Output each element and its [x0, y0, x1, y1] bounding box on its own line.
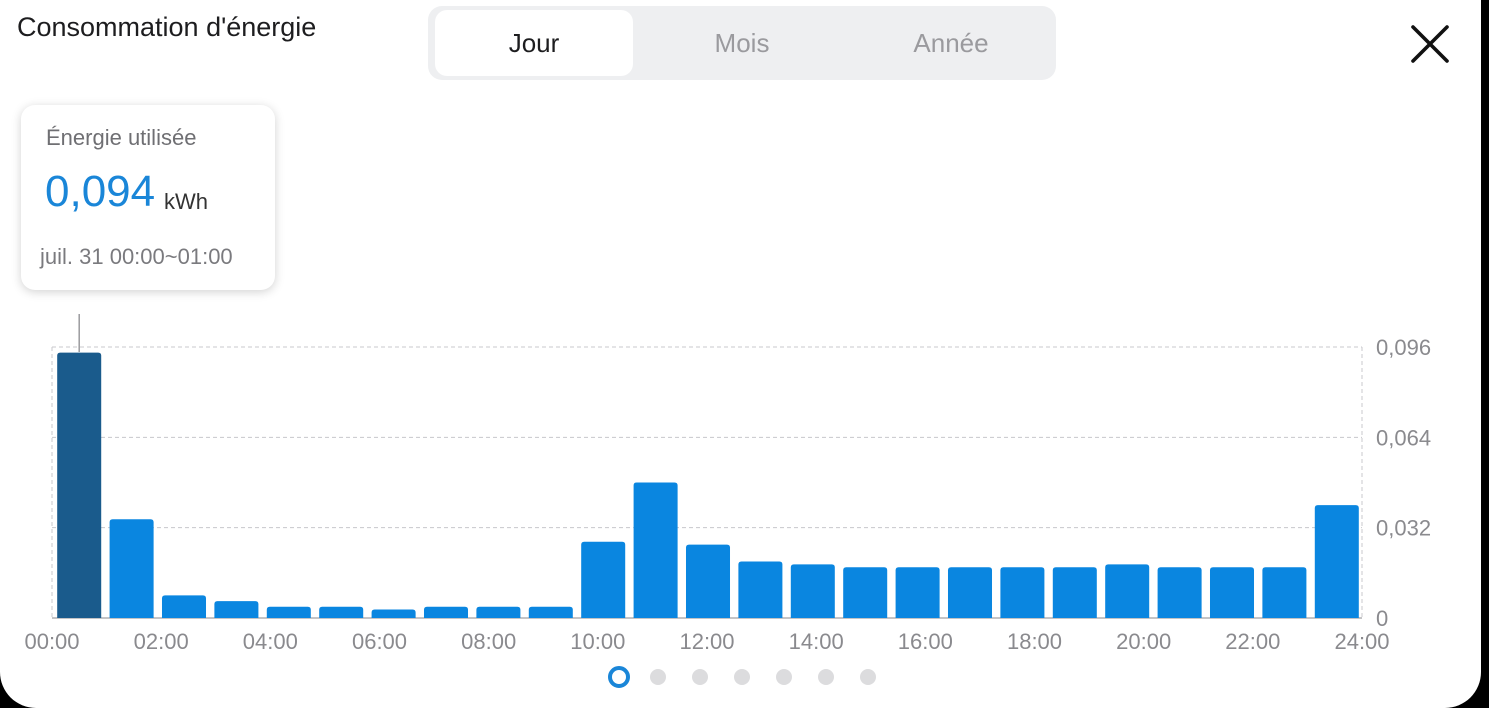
chart-bar	[528, 606, 573, 618]
chart-bar	[843, 567, 888, 618]
chart-bar	[790, 564, 835, 618]
x-tick-label: 10:00	[570, 629, 625, 654]
chart-bar	[947, 567, 993, 618]
chart-bar	[1157, 567, 1202, 618]
x-tick-label: 12:00	[679, 629, 734, 654]
energy-tooltip: Énergie utilisée 0,094 kWh juil. 31 00:0…	[21, 105, 275, 290]
chart-bar	[319, 606, 364, 618]
tooltip-label: Énergie utilisée	[46, 125, 197, 150]
chart-bar	[371, 609, 416, 618]
chart-bar	[476, 606, 521, 618]
chart-bar	[57, 352, 102, 618]
x-tick-label: 18:00	[1007, 629, 1062, 654]
x-tick-label: 22:00	[1225, 629, 1280, 654]
page-dot[interactable]	[608, 666, 630, 688]
y-tick-label: 0	[1376, 606, 1388, 631]
period-selector: Jour Mois Année	[428, 6, 1056, 80]
x-tick-label: 14:00	[789, 629, 844, 654]
chart-bar	[161, 595, 207, 618]
chart-bar	[581, 541, 626, 618]
chart-bar	[266, 606, 311, 618]
page-title: Consommation d'énergie	[17, 12, 317, 42]
chart-bar	[1105, 564, 1150, 618]
tab-month[interactable]: Mois	[714, 27, 770, 58]
page-dot[interactable]	[650, 669, 666, 685]
x-tick-label: 24:00	[1334, 629, 1389, 654]
x-tick-label: 06:00	[352, 629, 407, 654]
y-tick-label: 0,064	[1376, 425, 1431, 450]
chart-bar	[685, 544, 731, 618]
chart-bar	[1314, 505, 1359, 618]
x-tick-label: 04:00	[243, 629, 298, 654]
chart-bar	[738, 561, 783, 618]
chart-bar	[1262, 567, 1307, 618]
chart-bar	[423, 606, 469, 618]
y-tick-label: 0,032	[1376, 516, 1431, 541]
page-dot[interactable]	[818, 669, 834, 685]
x-tick-label: 08:00	[461, 629, 516, 654]
page-dot[interactable]	[692, 669, 708, 685]
chart-bar	[1209, 567, 1255, 618]
chart-bar	[633, 482, 678, 618]
x-tick-label: 00:00	[24, 629, 79, 654]
page-dot[interactable]	[776, 669, 792, 685]
close-icon[interactable]	[1408, 22, 1452, 66]
chart-bar	[1052, 567, 1097, 618]
page-dot[interactable]	[860, 669, 876, 685]
page-indicator	[0, 666, 1481, 688]
tooltip-value: 0,094	[45, 167, 156, 216]
tooltip-time: juil. 31 00:00~01:00	[40, 244, 233, 269]
y-tick-label: 0,096	[1376, 335, 1431, 360]
tab-day[interactable]: Jour	[435, 10, 633, 76]
chart-bar	[214, 601, 259, 618]
chart-bar	[109, 519, 154, 618]
tooltip-unit: kWh	[164, 189, 208, 214]
x-tick-label: 16:00	[898, 629, 953, 654]
page-dot[interactable]	[734, 669, 750, 685]
chart-bar	[1000, 567, 1045, 618]
tab-year[interactable]: Année	[913, 27, 989, 58]
chart-bar	[895, 567, 940, 618]
x-tick-label: 20:00	[1116, 629, 1171, 654]
x-tick-label: 02:00	[134, 629, 189, 654]
